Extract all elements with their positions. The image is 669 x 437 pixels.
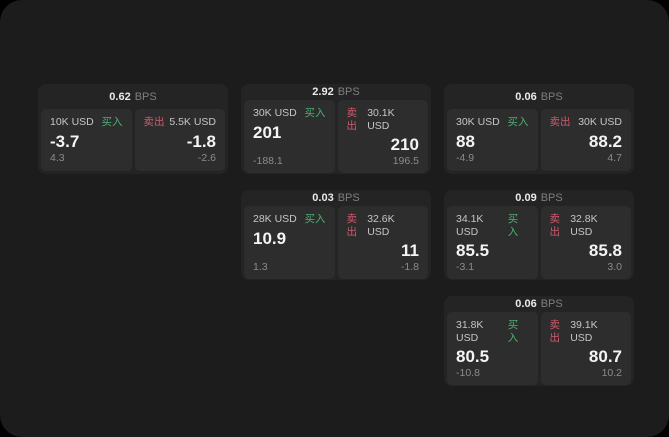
sell-side-label: 卖出: [346, 213, 358, 238]
sell-notional: 5.5K USD: [169, 116, 216, 128]
sell-cell[interactable]: 卖出 32.6K USD 11 -1.8: [337, 206, 428, 280]
sell-price: 85.8: [588, 241, 622, 261]
buy-side-label: 买入: [304, 107, 326, 119]
buy-delta: -188.1: [253, 154, 283, 167]
sell-side-label: 卖出: [143, 116, 165, 128]
buy-delta: 4.3: [50, 152, 65, 165]
bps-header: 0.03 BPS: [241, 190, 431, 204]
buy-notional: 31.8K USD: [456, 319, 484, 344]
buy-price: 201: [253, 122, 282, 142]
sell-delta: 3.0: [607, 260, 622, 273]
bps-header: 0.09 BPS: [444, 190, 634, 204]
sell-side-label: 卖出: [549, 116, 571, 128]
quote-card: 0.03 BPS 28K USD 买入 10.9 1.3 卖出: [241, 190, 431, 280]
sell-delta: -1.8: [400, 260, 419, 273]
bps-value: 0.06: [515, 298, 537, 310]
bps-value: 2.92: [312, 86, 334, 98]
buy-price: -3.7: [50, 131, 80, 151]
sell-delta: 4.7: [607, 152, 622, 165]
sell-notional: 32.6K USD: [367, 213, 395, 238]
sell-side-label: 卖出: [346, 107, 358, 132]
bps-value: 0.03: [312, 192, 334, 204]
sell-side-label: 卖出: [549, 213, 561, 238]
sell-price: -1.8: [186, 131, 216, 151]
sell-price: 80.7: [588, 347, 622, 367]
bps-unit: BPS: [337, 86, 360, 98]
bps-unit: BPS: [540, 298, 563, 310]
buy-price: 85.5: [456, 241, 490, 261]
buy-side-label: 买入: [304, 213, 326, 225]
sell-delta: -2.6: [197, 152, 216, 165]
buy-notional: 30K USD: [253, 107, 297, 119]
sell-cell[interactable]: 卖出 5.5K USD -1.8 -2.6: [134, 109, 225, 171]
buy-notional: 34.1K USD: [456, 213, 484, 238]
buy-notional: 10K USD: [50, 116, 94, 128]
buy-price: 80.5: [456, 347, 490, 367]
buy-side-label: 买入: [507, 116, 529, 128]
bps-value: 0.09: [515, 192, 537, 204]
sell-delta: 196.5: [392, 154, 419, 167]
sell-side-label: 卖出: [549, 319, 561, 344]
buy-cell[interactable]: 31.8K USD 买入 80.5 -10.8: [447, 312, 538, 386]
bps-unit: BPS: [337, 192, 360, 204]
bps-unit: BPS: [134, 90, 157, 103]
quote-card: 2.92 BPS 30K USD 买入 201 -188.1 卖出: [241, 84, 431, 174]
sell-notional: 32.8K USD: [570, 213, 598, 238]
sell-price: 11: [401, 241, 419, 261]
sell-price: 210: [390, 135, 419, 155]
bps-header: 0.06 BPS: [444, 84, 634, 107]
buy-delta: 1.3: [253, 260, 268, 273]
buy-notional: 28K USD: [253, 213, 297, 225]
bps-header: 0.62 BPS: [38, 84, 228, 107]
sell-delta: 10.2: [601, 366, 622, 379]
sell-cell[interactable]: 卖出 32.8K USD 85.8 3.0: [540, 206, 631, 280]
buy-cell[interactable]: 34.1K USD 买入 85.5 -3.1: [447, 206, 538, 280]
buy-side-label: 买入: [507, 319, 519, 344]
buy-delta: -3.1: [456, 260, 475, 273]
buy-delta: -10.8: [456, 366, 480, 379]
bps-value: 0.06: [515, 90, 537, 103]
buy-price: 10.9: [253, 228, 287, 248]
buy-cell[interactable]: 28K USD 买入 10.9 1.3: [244, 206, 335, 280]
quote-card: 0.62 BPS 10K USD 买入 -3.7 4.3 卖出: [38, 84, 228, 174]
quote-grid: 0.62 BPS 10K USD 买入 -3.7 4.3 卖出: [38, 84, 634, 386]
buy-notional: 30K USD: [456, 116, 500, 128]
sell-notional: 39.1K USD: [570, 319, 598, 344]
sell-cell[interactable]: 卖出 30K USD 88.2 4.7: [540, 109, 631, 171]
quote-card: 0.06 BPS 30K USD 买入 88 -4.9 卖出: [444, 84, 634, 174]
bps-header: 2.92 BPS: [241, 84, 431, 98]
sell-cell[interactable]: 卖出 30.1K USD 210 196.5: [337, 100, 428, 174]
bps-header: 0.06 BPS: [444, 296, 634, 310]
quote-card: 0.09 BPS 34.1K USD 买入 85.5 -3.1 卖出: [444, 190, 634, 280]
buy-cell[interactable]: 30K USD 买入 201 -188.1: [244, 100, 335, 174]
bps-unit: BPS: [540, 90, 563, 103]
quote-card: 0.06 BPS 31.8K USD 买入 80.5 -10.8 卖: [444, 296, 634, 386]
sell-notional: 30.1K USD: [367, 107, 395, 132]
buy-price: 88: [456, 131, 475, 151]
sell-price: 88.2: [588, 131, 622, 151]
buy-side-label: 买入: [507, 213, 519, 238]
bps-value: 0.62: [109, 90, 131, 103]
bps-unit: BPS: [540, 192, 563, 204]
sell-notional: 30K USD: [578, 116, 622, 128]
sell-cell[interactable]: 卖出 39.1K USD 80.7 10.2: [540, 312, 631, 386]
buy-cell[interactable]: 30K USD 买入 88 -4.9: [447, 109, 538, 171]
buy-cell[interactable]: 10K USD 买入 -3.7 4.3: [41, 109, 132, 171]
buy-delta: -4.9: [456, 152, 475, 165]
buy-side-label: 买入: [101, 116, 123, 128]
